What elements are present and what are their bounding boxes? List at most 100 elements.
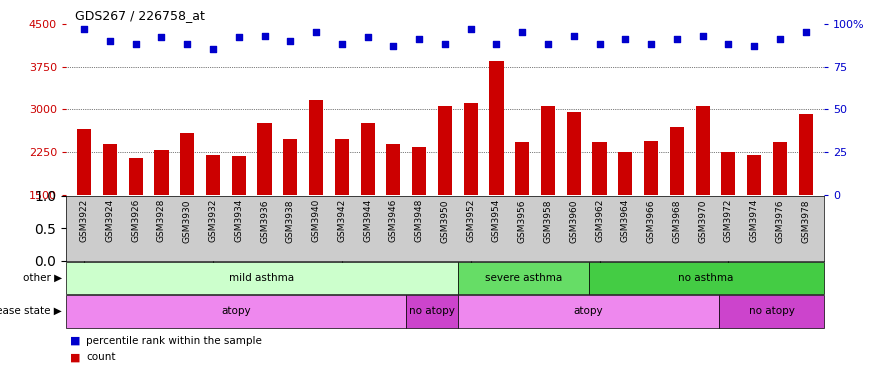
Point	[232, 34, 246, 40]
Text: GSM3950: GSM3950	[440, 199, 449, 243]
Text: severe asthma: severe asthma	[485, 273, 562, 283]
Point	[490, 41, 504, 47]
Text: GSM3922: GSM3922	[79, 199, 89, 242]
Point	[335, 41, 349, 47]
Point	[463, 26, 478, 32]
Text: GSM3946: GSM3946	[389, 199, 398, 242]
Bar	[257, 123, 271, 195]
Text: percentile rank within the sample: percentile rank within the sample	[86, 336, 263, 346]
Text: disease state ▶: disease state ▶	[0, 306, 62, 316]
Point	[566, 33, 581, 39]
Text: GSM3952: GSM3952	[466, 199, 475, 242]
Text: GSM3940: GSM3940	[312, 199, 321, 242]
Text: ■: ■	[70, 336, 85, 346]
Point	[283, 38, 297, 44]
Bar	[386, 144, 401, 195]
Bar	[335, 139, 349, 195]
Text: GSM3972: GSM3972	[724, 199, 733, 242]
Point	[722, 41, 736, 47]
Point	[180, 41, 194, 47]
Text: no atopy: no atopy	[749, 306, 795, 316]
Text: GSM3948: GSM3948	[415, 199, 424, 242]
Text: GSM3936: GSM3936	[260, 199, 269, 243]
Point	[438, 41, 452, 47]
Point	[360, 34, 374, 40]
Text: other ▶: other ▶	[23, 273, 62, 283]
Text: GSM3924: GSM3924	[106, 199, 115, 242]
Text: GSM3926: GSM3926	[131, 199, 140, 242]
Point	[670, 36, 684, 42]
Bar	[103, 144, 117, 195]
Text: GSM3930: GSM3930	[182, 199, 192, 243]
Text: atopy: atopy	[221, 306, 251, 316]
Text: GSM3938: GSM3938	[285, 199, 295, 243]
Text: GSM3974: GSM3974	[750, 199, 759, 242]
Bar	[515, 142, 529, 195]
Bar	[406, 295, 458, 328]
Point	[773, 36, 787, 42]
Text: no asthma: no asthma	[678, 273, 734, 283]
Point	[541, 41, 555, 47]
Bar	[309, 100, 323, 195]
Bar	[541, 106, 555, 195]
Bar	[206, 155, 220, 195]
Text: GSM3944: GSM3944	[363, 199, 372, 242]
Bar	[438, 106, 452, 195]
Text: GSM3968: GSM3968	[672, 199, 681, 243]
Text: GDS267 / 226758_at: GDS267 / 226758_at	[75, 9, 204, 22]
Point	[618, 36, 633, 42]
Point	[696, 33, 710, 39]
Bar	[66, 295, 406, 328]
Point	[412, 36, 426, 42]
Bar	[670, 127, 684, 195]
Bar	[180, 133, 195, 195]
Bar	[566, 112, 581, 195]
Text: GSM3954: GSM3954	[492, 199, 501, 242]
Text: GSM3942: GSM3942	[337, 199, 346, 242]
Point	[257, 33, 271, 39]
Text: ■: ■	[70, 352, 85, 362]
Text: GSM3932: GSM3932	[209, 199, 218, 242]
Bar	[722, 152, 736, 195]
Text: mild asthma: mild asthma	[229, 273, 294, 283]
Text: count: count	[86, 352, 115, 362]
Bar	[129, 158, 143, 195]
Bar	[458, 295, 719, 328]
Text: atopy: atopy	[574, 306, 603, 316]
Text: GSM3928: GSM3928	[157, 199, 166, 242]
Text: GSM3956: GSM3956	[518, 199, 527, 243]
Point	[77, 26, 91, 32]
Point	[309, 29, 323, 35]
Point	[154, 34, 168, 40]
Point	[515, 29, 529, 35]
Text: GSM3978: GSM3978	[801, 199, 811, 243]
Text: GSM3960: GSM3960	[569, 199, 578, 243]
Text: no atopy: no atopy	[409, 306, 455, 316]
Bar	[592, 142, 607, 195]
Bar	[747, 155, 761, 195]
Bar	[412, 147, 426, 195]
Bar	[695, 106, 710, 195]
Point	[129, 41, 143, 47]
Bar	[360, 123, 374, 195]
Bar	[618, 152, 633, 195]
Point	[206, 46, 220, 52]
Text: GSM3964: GSM3964	[621, 199, 630, 242]
Bar	[232, 156, 246, 195]
Bar	[458, 262, 589, 294]
Point	[593, 41, 607, 47]
Text: GSM3976: GSM3976	[775, 199, 784, 243]
Bar	[719, 295, 824, 328]
Bar	[463, 103, 478, 195]
Text: GSM3934: GSM3934	[234, 199, 243, 242]
Bar	[798, 114, 813, 195]
Text: GSM3970: GSM3970	[698, 199, 707, 243]
Bar	[154, 150, 168, 195]
Point	[103, 38, 117, 44]
Bar	[489, 61, 504, 195]
Point	[747, 43, 761, 49]
Text: GSM3966: GSM3966	[647, 199, 655, 243]
Point	[386, 43, 400, 49]
Point	[644, 41, 658, 47]
Bar	[773, 142, 787, 195]
